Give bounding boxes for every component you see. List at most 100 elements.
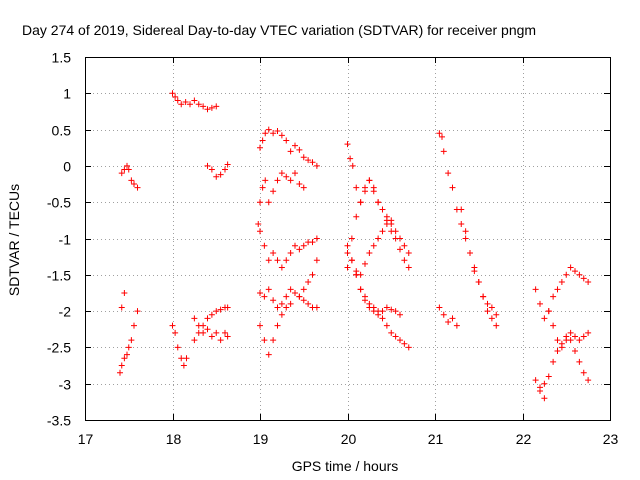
data-point [213,173,220,180]
data-point [278,300,285,307]
x-tick-label: 21 [428,431,444,447]
data-point [195,329,202,336]
data-point [576,271,583,278]
data-point [224,161,231,168]
data-point [572,268,578,275]
data-point [348,257,355,264]
series-arc-8 [191,304,231,344]
data-point [344,250,351,257]
data-point [180,362,187,369]
data-point [344,264,351,271]
data-point [208,104,215,111]
data-point [274,177,281,184]
data-point [121,355,128,362]
data-point [383,304,390,311]
data-point [397,337,403,344]
data-point [563,271,570,278]
data-point [257,289,263,296]
data-point [558,344,565,351]
data-point [541,395,548,402]
data-point [125,344,132,351]
data-point [475,279,482,286]
data-point [217,337,224,344]
data-point [257,199,263,206]
data-point [313,162,320,169]
data-point [313,304,320,311]
series-arc-12 [257,286,320,311]
x-tick-label: 22 [516,431,532,447]
series-arc-23 [532,333,592,391]
data-point [550,322,557,329]
data-point [200,322,207,329]
series-arc-17 [344,242,412,351]
data-point [292,242,298,249]
data-point [357,286,364,293]
data-point [283,173,290,180]
data-point [208,333,215,340]
data-point [283,293,290,300]
data-point [362,188,368,195]
data-point [300,286,307,293]
data-point [259,137,266,144]
data-point [550,358,557,365]
y-tick-label: 1.5 [52,50,72,66]
data-point [292,142,298,149]
data-point [261,242,268,249]
data-point [537,300,543,307]
data-point [313,235,320,242]
data-point [493,322,500,329]
tick-layer: 17 18 19 20 21 22 23 1.5 1 0.5 0 -0.5 -1 -1.5 -2 -2.5 -3… [47,50,619,448]
data-point [458,206,465,213]
data-point [131,322,137,329]
data-point [265,199,272,206]
series-arc-25 [537,387,548,402]
series-arc-2 [117,308,141,376]
series-arc-3 [118,289,128,311]
data-point [169,90,176,97]
data-point [270,188,277,195]
data-point [585,329,592,336]
data-point [344,141,351,148]
data-point [370,304,377,311]
data-point [204,315,211,322]
data-point [484,300,491,307]
data-point [287,177,294,184]
data-point [471,264,478,271]
data-point [224,333,231,340]
data-point [265,286,272,293]
data-point [213,103,220,110]
data-point [208,311,215,318]
data-point [305,300,312,307]
data-point [313,257,320,264]
data-point [283,304,290,311]
data-point [445,170,452,177]
data-point [300,242,307,249]
data-point [305,157,312,164]
data-point [172,329,179,336]
data-point [292,170,298,177]
data-point [375,199,382,206]
data-point [224,304,231,311]
data-point [383,322,390,329]
data-point [550,293,557,300]
data-point [484,308,491,315]
data-point [580,369,587,376]
data-point [370,188,377,195]
data-point [379,315,386,322]
data-point [353,184,360,191]
data-point [392,308,399,315]
data-point [178,355,185,362]
data-point [128,337,135,344]
data-point [169,322,176,329]
data-point [278,132,285,139]
data-point [222,329,228,336]
data-point [265,351,272,358]
data-point [366,177,373,184]
data-point [257,322,263,329]
data-point [270,130,277,137]
data-point [353,271,360,278]
data-point [287,300,294,307]
data-point [480,293,487,300]
data-point [436,130,443,137]
data-point [274,322,281,329]
